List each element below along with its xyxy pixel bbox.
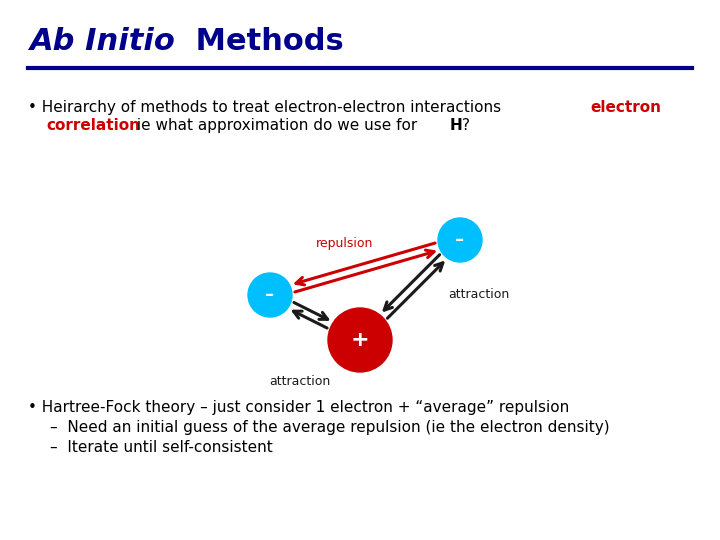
Text: –  Iterate until self-consistent: – Iterate until self-consistent <box>50 440 273 455</box>
Text: H: H <box>450 118 463 133</box>
Text: attraction: attraction <box>448 288 509 301</box>
Text: –: – <box>266 286 274 304</box>
Text: • Hartree-Fock theory – just consider 1 electron + “average” repulsion: • Hartree-Fock theory – just consider 1 … <box>28 400 570 415</box>
Text: correlation: correlation <box>46 118 140 133</box>
Text: +: + <box>351 330 369 350</box>
Text: ie what approximation do we use for: ie what approximation do we use for <box>132 118 422 133</box>
Circle shape <box>328 308 392 372</box>
Text: electron: electron <box>590 100 661 115</box>
Text: attraction: attraction <box>269 375 330 388</box>
Circle shape <box>438 218 482 262</box>
Text: • Heirarchy of methods to treat electron-electron interactions: • Heirarchy of methods to treat electron… <box>28 100 506 115</box>
Text: Methods: Methods <box>185 28 343 57</box>
Text: –  Need an initial guess of the average repulsion (ie the electron density): – Need an initial guess of the average r… <box>50 420 610 435</box>
Text: repulsion: repulsion <box>316 237 374 249</box>
Text: Ab Initio: Ab Initio <box>30 28 176 57</box>
Circle shape <box>248 273 292 317</box>
Text: –: – <box>456 231 464 249</box>
Text: ?: ? <box>462 118 470 133</box>
